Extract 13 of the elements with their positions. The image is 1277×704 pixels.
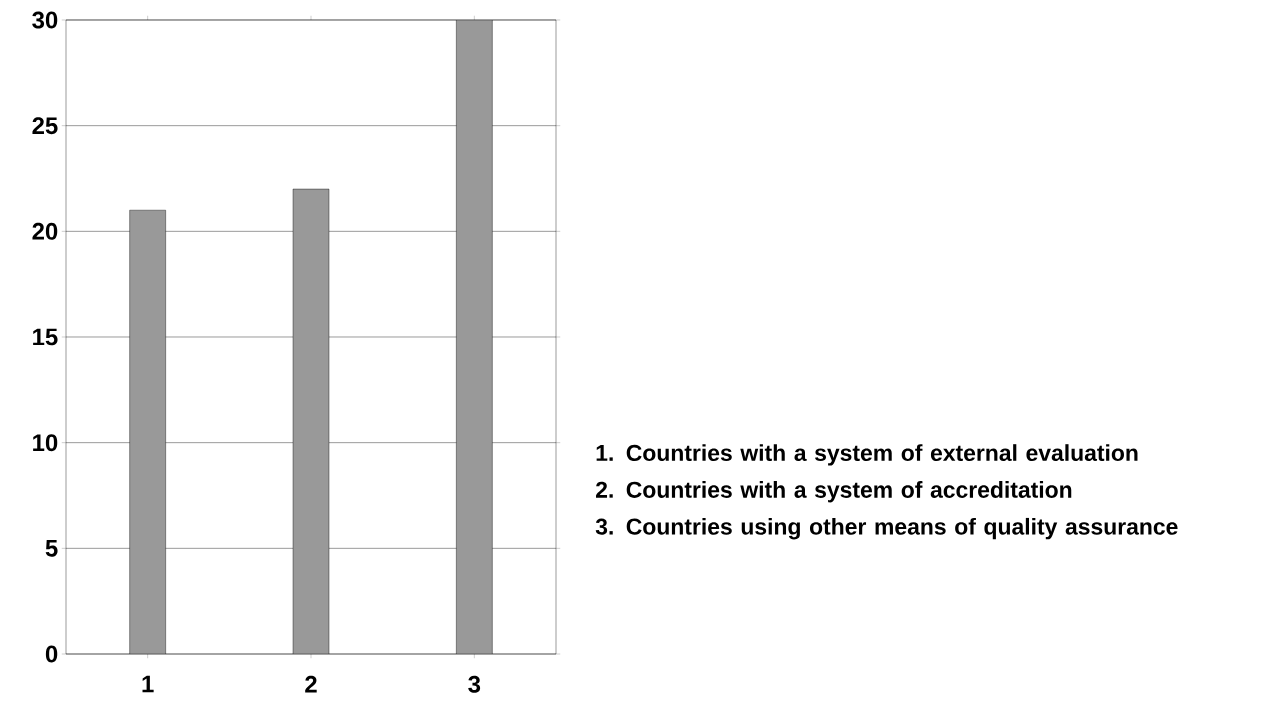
y-tick-label: 10 [33, 434, 58, 452]
y-tick-label: 20 [32, 222, 58, 240]
x-tick-label: 2 [305, 675, 317, 693]
y-tick-label: 5 [45, 539, 58, 557]
x-tick-label: 3 [468, 675, 481, 693]
x-tick-label: 1 [142, 675, 154, 693]
text: 2. Countries with a system of accreditation [596, 481, 1072, 503]
y-tick-label: 30 [32, 11, 58, 29]
y-tick-label: 25 [32, 117, 58, 135]
y-tick-label: 0 [45, 645, 58, 663]
y-tick-label: 15 [33, 328, 58, 346]
text: 3. Countries using other means of quality assurance [595, 517, 1178, 540]
text: 1. Countries with a system of external evaluation [596, 444, 1138, 466]
